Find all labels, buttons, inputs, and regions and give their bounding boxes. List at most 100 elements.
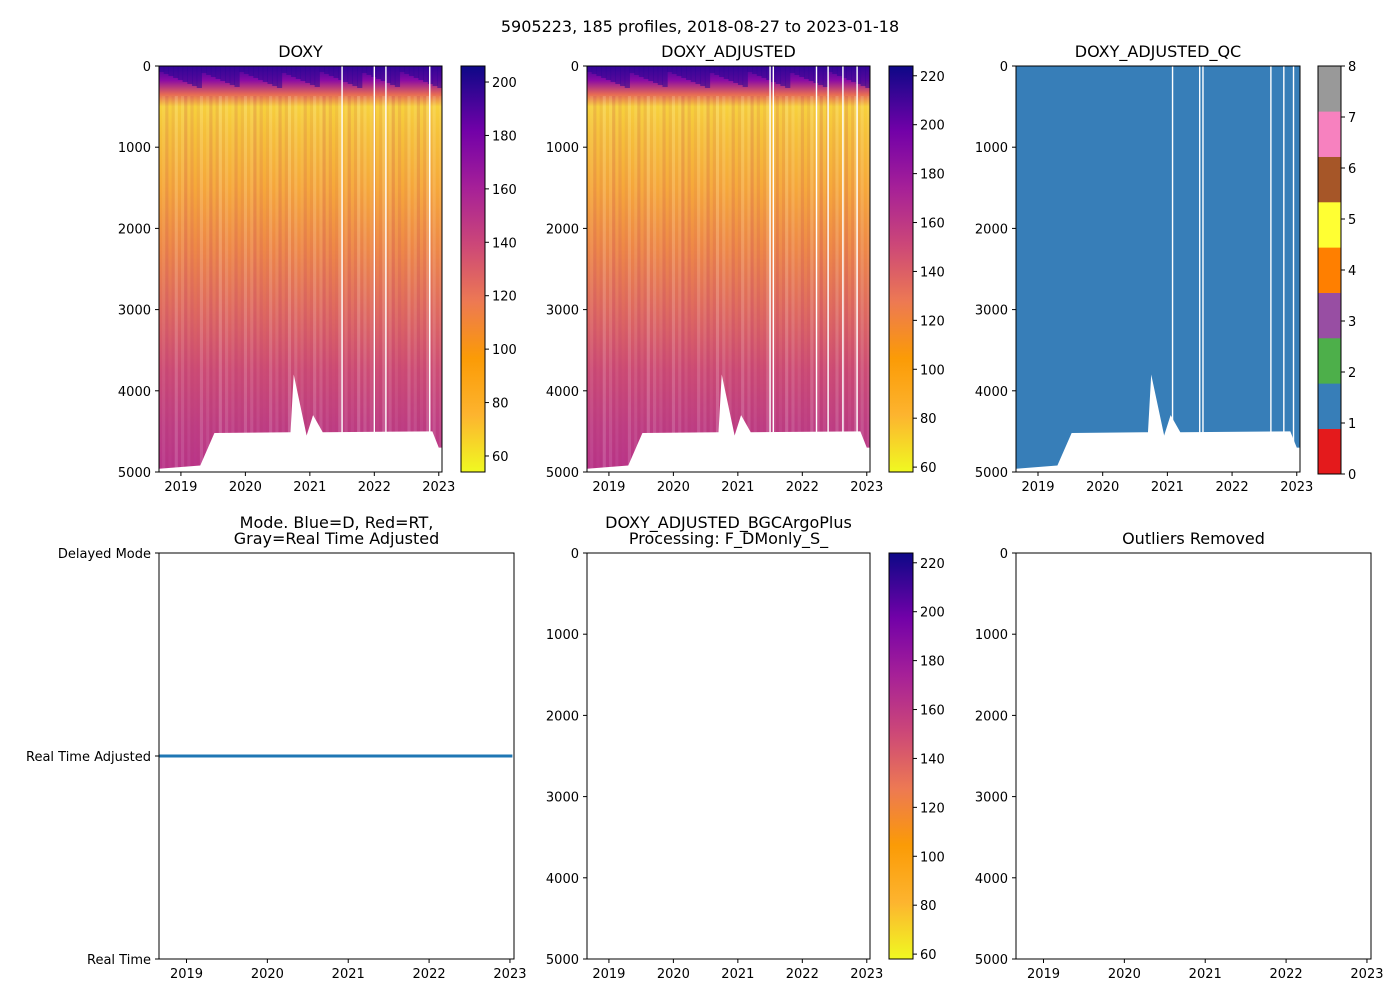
heatmap-streak xyxy=(357,96,361,472)
heatmap-streak xyxy=(807,96,811,472)
heatmap-surface-patch xyxy=(620,66,626,86)
heatmap-streak xyxy=(860,96,864,472)
colorbar-tick-label: 8 xyxy=(1348,60,1356,75)
x-tick-label: 2022 xyxy=(413,967,446,982)
heatmap-streak xyxy=(781,96,786,472)
heatmap-surface-patch xyxy=(780,66,786,86)
heatmap-streak xyxy=(744,96,747,472)
colorbar-tick-label: 160 xyxy=(920,217,945,232)
heatmap-surface-patch xyxy=(385,66,391,83)
heatmap-streak xyxy=(423,96,427,472)
heatmap-surface-patch xyxy=(300,66,306,81)
heatmap-streak xyxy=(294,96,298,472)
heatmap-streak xyxy=(376,96,379,472)
heatmap-surface-patch xyxy=(347,66,353,84)
heatmap-surface-patch xyxy=(827,66,833,72)
heatmap-streak xyxy=(351,96,354,472)
heatmap-streak xyxy=(432,96,436,472)
heatmap-surface-patch xyxy=(662,66,668,87)
heatmap-streak xyxy=(316,96,319,472)
heatmap-streak xyxy=(369,96,373,472)
heatmap-streak xyxy=(322,96,326,472)
axes-frame xyxy=(586,65,871,473)
heatmap-streak xyxy=(741,96,745,472)
heatmap-surface-patch xyxy=(196,66,202,88)
colorbar-qc-segment xyxy=(1318,202,1341,248)
heatmap-surface-patch xyxy=(803,66,810,79)
colorbar: 60 80 100 120 140 160 180 200 220 xyxy=(888,65,945,476)
heatmap-surface-patch xyxy=(719,66,725,77)
colorbar-qc-segment xyxy=(1318,428,1341,475)
heatmap-streak xyxy=(832,96,836,472)
colorbar-tick-label: 60 xyxy=(920,461,937,476)
heatmap-streak xyxy=(851,96,855,472)
heatmap-streak xyxy=(269,96,273,472)
heatmap-streak xyxy=(256,96,260,472)
heatmap-streak xyxy=(653,96,657,472)
heatmap-surface-patch xyxy=(591,66,597,74)
heatmap-surface-patch xyxy=(634,66,640,75)
heatmap-streak xyxy=(325,96,329,472)
heatmap-streak xyxy=(259,96,263,472)
colorbar-tick-label: 120 xyxy=(492,290,517,305)
axes-frame xyxy=(158,65,443,473)
heatmap-streak xyxy=(848,96,851,472)
heatmap-streak xyxy=(681,96,685,472)
colorbar-tick-label: 140 xyxy=(920,265,945,280)
no-data-region xyxy=(587,374,870,472)
heatmap-streak xyxy=(234,96,238,472)
heatmap-streak xyxy=(684,96,688,472)
heatmap-streak xyxy=(231,96,235,472)
no-data-region xyxy=(159,374,442,472)
profile-gap xyxy=(1292,66,1295,472)
heatmap-streak xyxy=(382,96,386,472)
y-tick-label: Real Time xyxy=(87,953,151,968)
heatmap-surface-patch xyxy=(173,66,179,78)
colorbar-tick-label: 6 xyxy=(1348,162,1356,177)
heatmap-surface-patch xyxy=(159,66,165,72)
colorbar-tick-label: 180 xyxy=(920,655,945,670)
heatmap-surface-patch xyxy=(794,66,800,75)
profile-gap xyxy=(429,66,431,472)
heatmap-surface-patch xyxy=(733,66,739,83)
profile-gap xyxy=(856,66,858,472)
y-tick-label: 5000 xyxy=(118,466,151,481)
heatmap-streak xyxy=(785,96,789,472)
profile-gap xyxy=(385,66,387,472)
colorbar-tick-label: 200 xyxy=(920,119,945,134)
heatmap-streak xyxy=(413,96,417,472)
heatmap-fill xyxy=(587,66,870,472)
x-tick-label: 2021 xyxy=(721,480,754,495)
heatmap-surface-patch xyxy=(404,66,410,74)
heatmap-surface-patch xyxy=(686,66,692,80)
heatmap-streak xyxy=(763,96,767,472)
colorbar-tick-label: 180 xyxy=(920,168,945,183)
heatmap-surface-patch xyxy=(333,66,339,78)
heatmap-streak xyxy=(602,96,606,472)
heatmap-streak xyxy=(819,96,823,472)
colorbar-frame xyxy=(888,65,914,473)
heatmap-streak xyxy=(675,96,678,472)
heatmap-surface-patch xyxy=(723,66,729,79)
heatmap-streak xyxy=(171,96,175,472)
y-tick-label: Real Time Adjusted xyxy=(26,750,151,765)
heatmap-streak xyxy=(284,96,288,472)
x-tick-label: 2022 xyxy=(358,480,391,495)
heatmap-streak xyxy=(715,96,720,472)
heatmap-streak xyxy=(609,96,613,472)
x-tick-label: 2021 xyxy=(293,480,326,495)
chart-panel-4: Mode. Blue=D, Red=RT,Gray=Real Time Adju… xyxy=(26,513,527,982)
heatmap-streak xyxy=(606,96,609,472)
heatmap-streak xyxy=(218,96,222,472)
heatmap-streak xyxy=(353,96,358,472)
heatmap-surface-patch xyxy=(671,66,678,74)
heatmap-surface-patch xyxy=(667,66,673,72)
heatmap-streak xyxy=(243,96,248,472)
chart-title: DOXY xyxy=(278,42,323,61)
heatmap-streak xyxy=(347,96,351,472)
heatmap-streak xyxy=(668,96,672,472)
heatmap-streak xyxy=(612,96,616,472)
colorbar-qc-segment xyxy=(1318,383,1341,429)
heatmap-surface-patch xyxy=(314,66,320,87)
